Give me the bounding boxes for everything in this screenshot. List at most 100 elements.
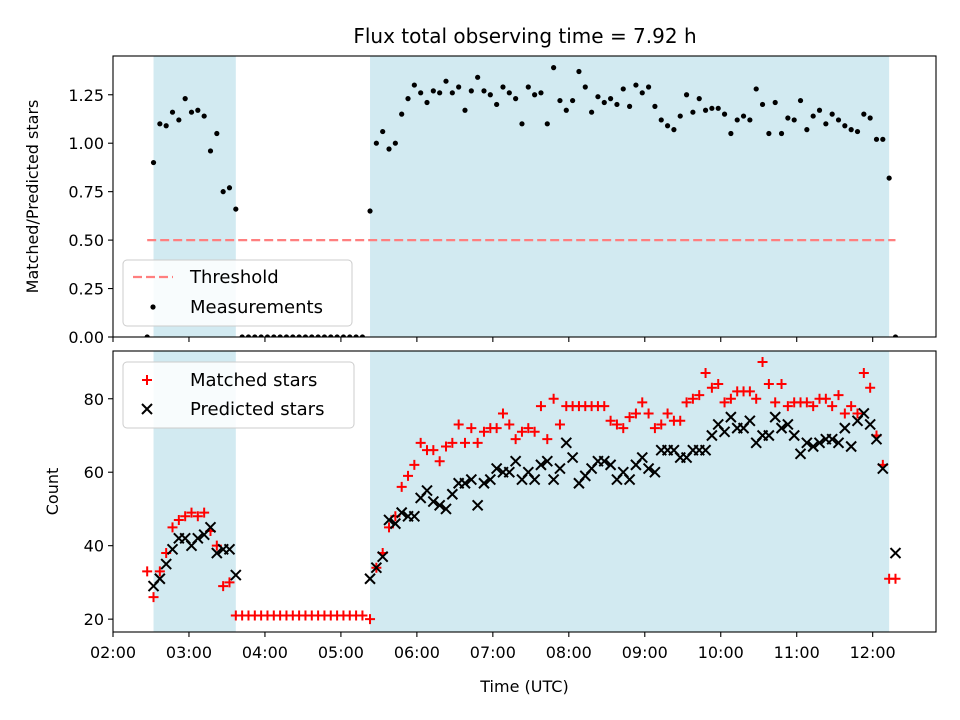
bottom-panel: 20 40 60 80 02:00 03:00 04:00 05:00 06:00 07:00 08…	[43, 350, 937, 696]
predicted-star-point	[718, 426, 731, 438]
matched-star-point	[173, 514, 184, 525]
measurement-point	[601, 99, 607, 106]
measurement-point	[462, 107, 468, 113]
predicted-star-point	[528, 473, 541, 486]
measurement-point	[290, 334, 296, 337]
y-tick-label: 80	[84, 390, 104, 409]
measurement-point	[392, 140, 398, 146]
predicted-star-point	[421, 484, 433, 497]
predicted-star-point	[408, 510, 421, 523]
predicted-star-point	[465, 473, 478, 486]
matched-star-point	[827, 401, 838, 412]
measurement-point	[696, 96, 702, 102]
legend-predicted-swatch	[141, 403, 153, 415]
matched-star-point	[516, 426, 527, 437]
measurement-point	[500, 84, 506, 90]
predicted-star-point	[547, 473, 560, 486]
measurement-point	[188, 109, 195, 115]
x-tick-label: 04:00	[242, 643, 288, 662]
predicted-star-point	[807, 440, 819, 453]
measurement-point	[506, 90, 512, 96]
matched-star-point	[820, 393, 831, 404]
y-tick-label: 60	[84, 463, 104, 482]
matched-star-point	[428, 445, 439, 456]
predicted-star-point	[699, 444, 712, 456]
measurement-point	[759, 101, 766, 108]
y-tick-label: 40	[84, 537, 104, 556]
matched-star-point	[751, 393, 762, 404]
measurement-point	[557, 97, 563, 104]
matched-star-point	[833, 390, 844, 401]
measurement-point	[157, 121, 163, 127]
matched-star-point	[681, 397, 692, 408]
predicted-star-point	[376, 550, 389, 563]
measurement-point	[449, 90, 455, 96]
measurement-point	[873, 136, 880, 142]
measurement-point	[380, 128, 386, 135]
measurement-point	[778, 130, 785, 137]
matched-star-point	[605, 415, 616, 426]
x-axis-label: Time (UTC)	[479, 677, 568, 696]
predicted-star-point	[858, 407, 870, 420]
matched-star-point	[624, 412, 635, 423]
predicted-star-point	[503, 466, 516, 478]
top-panel: 0.00 0.25 0.50 0.75 1.00 1.25 Matched/Predicte…	[23, 55, 937, 347]
measurement-point	[195, 107, 201, 113]
legend-matched-label: Matched stars	[190, 370, 317, 391]
measurement-point	[823, 121, 829, 127]
measurement-point	[443, 78, 449, 84]
predicted-star-point	[566, 451, 579, 464]
predicted-star-point	[160, 558, 172, 570]
measurement-point	[245, 334, 252, 337]
legend: Matched stars Predicted stars	[122, 361, 355, 429]
matched-star-point	[510, 434, 521, 445]
measurement-point	[702, 107, 709, 113]
measurement-point	[399, 111, 405, 117]
series-predicted-stars	[147, 407, 902, 592]
predicted-star-point	[604, 459, 617, 471]
predicted-star-point	[889, 547, 902, 559]
matched-star-point	[782, 401, 793, 412]
measurement-point	[861, 111, 867, 117]
predicted-star-point	[541, 455, 553, 467]
predicted-star-point	[433, 499, 446, 511]
measurement-point	[334, 334, 340, 337]
predicted-star-point	[364, 573, 376, 585]
measurement-point	[519, 121, 525, 127]
predicted-star-point	[813, 437, 826, 449]
matched-star-point	[694, 390, 705, 401]
matched-star-point	[618, 423, 629, 434]
measurement-point	[867, 115, 873, 121]
measurement-point	[258, 334, 264, 337]
predicted-star-point	[775, 422, 788, 434]
measurement-point	[271, 334, 277, 337]
matched-star-point	[453, 419, 464, 430]
matched-star-point	[497, 408, 508, 419]
matched-star-point	[357, 610, 368, 621]
matched-star-point	[649, 423, 660, 434]
x-tick-label: 03:00	[166, 643, 212, 662]
predicted-star-point	[459, 477, 471, 489]
predicted-star-point	[211, 547, 223, 559]
measurement-point	[595, 94, 601, 100]
x-tick-label: 07:00	[470, 643, 516, 662]
legend-predicted-label: Predicted stars	[190, 399, 324, 420]
matched-star-point	[808, 401, 819, 412]
measurement-point	[785, 115, 791, 121]
measurement-point	[633, 82, 639, 88]
matched-star-point	[148, 592, 159, 603]
measurement-point	[589, 109, 595, 115]
measurement-point	[405, 96, 411, 102]
predicted-star-point	[706, 429, 718, 442]
predicted-star-point	[623, 473, 636, 486]
measurement-point	[277, 334, 283, 337]
measurement-point	[418, 90, 424, 96]
measurement-point	[570, 97, 576, 104]
measurement-point	[328, 334, 334, 337]
measurement-point	[321, 334, 328, 337]
predicted-star-point	[782, 418, 794, 431]
matched-star-point	[700, 368, 711, 379]
y-tick-label: 0.00	[68, 328, 104, 347]
predicted-star-point	[636, 451, 648, 464]
predicted-star-point	[870, 433, 883, 445]
